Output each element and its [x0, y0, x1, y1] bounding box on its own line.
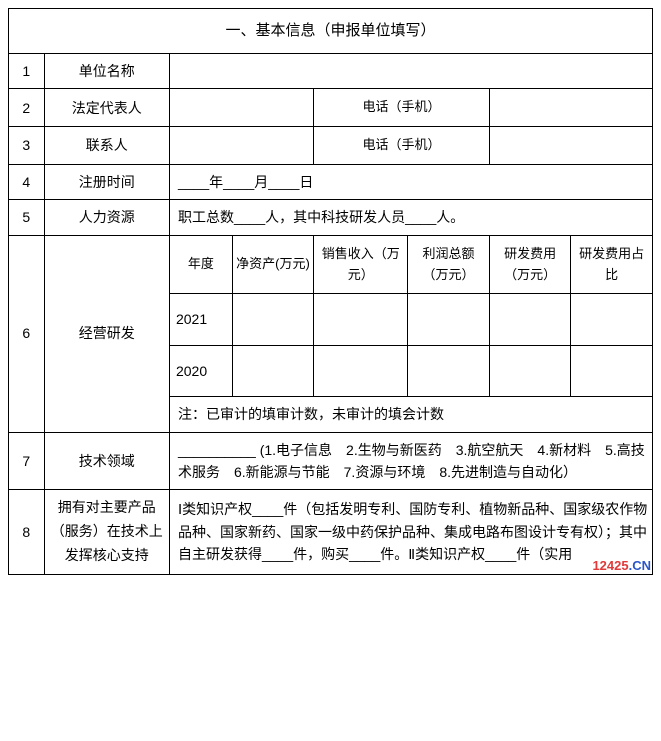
row-label: 技术领域	[44, 432, 169, 490]
row-num: 2	[9, 89, 45, 127]
row-label: 注册时间	[44, 164, 169, 199]
col-rd-ratio: 研发费用占比	[571, 235, 653, 294]
phone-label: 电话（手机）	[314, 127, 490, 165]
row-label: 法定代表人	[44, 89, 169, 127]
hr-value: 职工总数____人，其中科技研发人员____人。	[169, 200, 652, 235]
cell-2021-rd-cost	[489, 294, 571, 345]
row-label: 人力资源	[44, 200, 169, 235]
unit-name-value	[169, 54, 652, 89]
row-num: 8	[9, 490, 45, 574]
year-2021: 2021	[169, 294, 232, 345]
contact-phone-value	[489, 127, 652, 165]
section-title: 一、基本信息（申报单位填写）	[9, 9, 653, 54]
legal-rep-phone-value	[489, 89, 652, 127]
cell-2021-net-assets	[232, 294, 314, 345]
phone-label: 电话（手机）	[314, 89, 490, 127]
col-sales: 销售收入（万元）	[314, 235, 408, 294]
cell-2020-net-assets	[232, 345, 314, 396]
row-num: 5	[9, 200, 45, 235]
row-label: 经营研发	[44, 235, 169, 432]
cell-2021-sales	[314, 294, 408, 345]
row-num: 6	[9, 235, 45, 432]
year-2020: 2020	[169, 345, 232, 396]
reg-date-value: ____年____月____日	[169, 164, 652, 199]
ip-value: Ⅰ类知识产权____件（包括发明专利、国防专利、植物新品种、国家级农作物品种、国…	[169, 490, 652, 574]
col-year: 年度	[169, 235, 232, 294]
row-num: 7	[9, 432, 45, 490]
cell-2021-rd-ratio	[571, 294, 653, 345]
row-label: 联系人	[44, 127, 169, 165]
row-num: 4	[9, 164, 45, 199]
col-net-assets: 净资产(万元)	[232, 235, 314, 294]
cell-2020-profit	[408, 345, 490, 396]
basic-info-table: 一、基本信息（申报单位填写） 1 单位名称 2 法定代表人 电话（手机） 3 联…	[8, 8, 653, 575]
legal-rep-value	[169, 89, 313, 127]
col-rd-cost: 研发费用（万元）	[489, 235, 571, 294]
cell-2020-rd-ratio	[571, 345, 653, 396]
col-profit: 利润总额（万元）	[408, 235, 490, 294]
cell-2020-rd-cost	[489, 345, 571, 396]
audit-note: 注：已审计的填审计数，未审计的填会计数	[169, 397, 652, 432]
cell-2020-sales	[314, 345, 408, 396]
row-label: 单位名称	[44, 54, 169, 89]
row-num: 3	[9, 127, 45, 165]
cell-2021-profit	[408, 294, 490, 345]
row-label: 拥有对主要产品（服务）在技术上发挥核心支持	[44, 490, 169, 574]
tech-field-value: __________ (1.电子信息 2.生物与新医药 3.航空航天 4.新材料…	[169, 432, 652, 490]
contact-value	[169, 127, 313, 165]
row-num: 1	[9, 54, 45, 89]
